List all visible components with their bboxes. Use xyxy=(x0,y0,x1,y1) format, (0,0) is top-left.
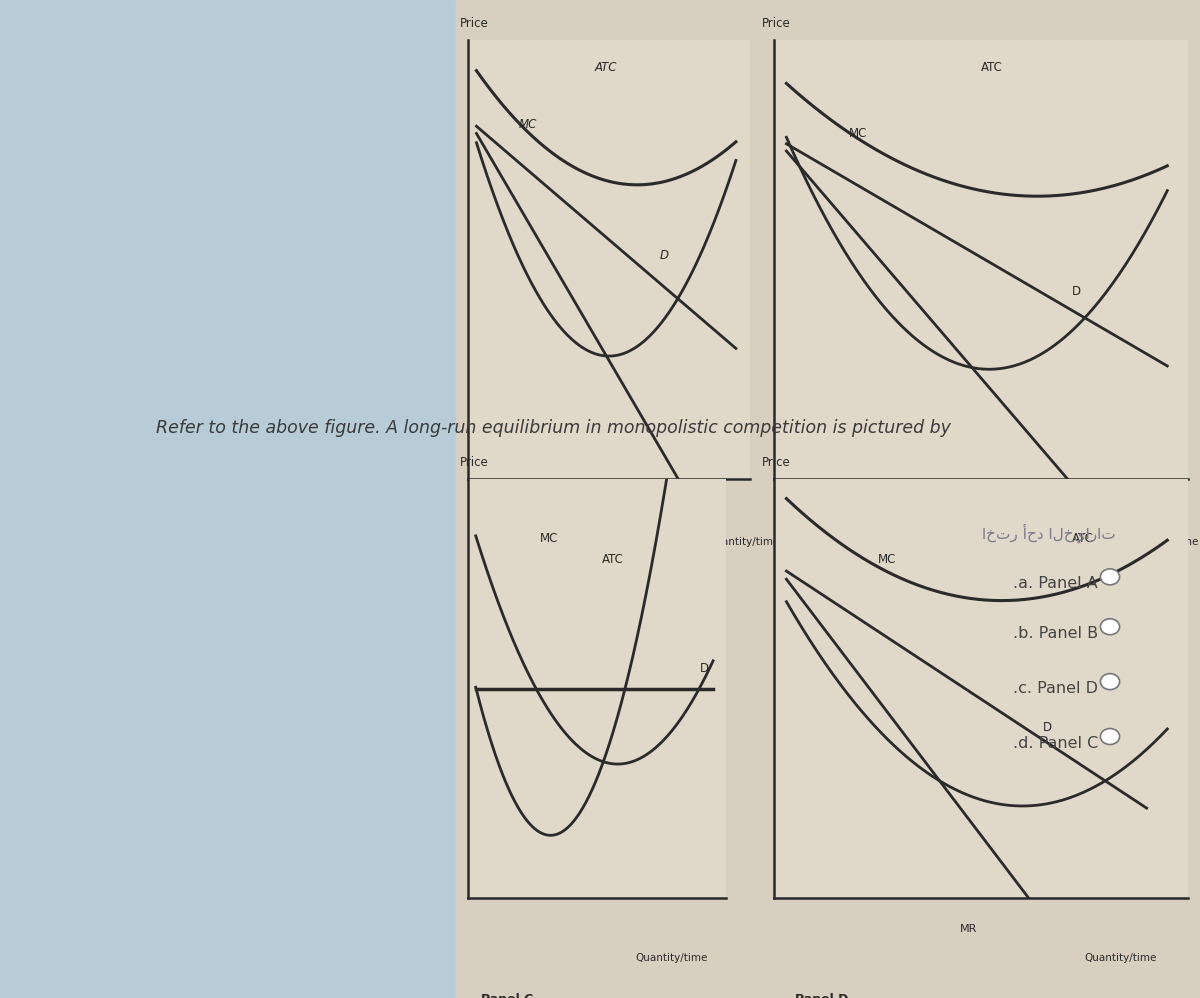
Text: MC: MC xyxy=(848,127,866,140)
Text: Panel A: Panel A xyxy=(482,579,535,592)
Text: ATC: ATC xyxy=(595,61,618,74)
Text: Panel D: Panel D xyxy=(794,993,848,998)
Text: Quantity/time: Quantity/time xyxy=(636,953,708,963)
Text: D: D xyxy=(1043,721,1052,734)
Text: MC: MC xyxy=(877,553,896,566)
Text: Price: Price xyxy=(461,456,490,469)
Text: .b. Panel B: .b. Panel B xyxy=(1013,626,1098,642)
Text: Refer to the above figure. A long-run equilibrium in monopolistic competition is: Refer to the above figure. A long-run eq… xyxy=(156,419,950,437)
Bar xyxy=(0,0,456,998)
Text: ATC: ATC xyxy=(1072,532,1094,545)
Text: MR: MR xyxy=(587,506,604,516)
Text: MC: MC xyxy=(518,118,538,131)
Text: اختر أحد الخيارات: اختر أحد الخيارات xyxy=(983,524,1116,543)
Text: Price: Price xyxy=(762,456,791,469)
Text: .c. Panel D: .c. Panel D xyxy=(1013,681,1098,697)
Text: MC: MC xyxy=(540,532,559,545)
Text: ATC: ATC xyxy=(982,61,1003,74)
Text: Panel C: Panel C xyxy=(481,993,533,998)
Text: .a. Panel A: .a. Panel A xyxy=(1013,576,1098,592)
Text: Quantity/time: Quantity/time xyxy=(1126,537,1199,547)
Text: Price: Price xyxy=(460,17,488,30)
Bar xyxy=(456,0,1200,998)
Text: Quantity/time: Quantity/time xyxy=(708,537,780,547)
Text: D: D xyxy=(701,662,709,675)
Text: MR: MR xyxy=(906,506,924,516)
Text: D: D xyxy=(660,250,668,262)
Text: Panel B: Panel B xyxy=(794,579,847,592)
Text: D: D xyxy=(1072,284,1081,297)
Text: .d. Panel C: .d. Panel C xyxy=(1013,736,1098,751)
Text: Quantity/time: Quantity/time xyxy=(1085,953,1157,963)
Text: Price: Price xyxy=(762,17,791,30)
Text: ATC: ATC xyxy=(602,553,624,566)
Text: MR: MR xyxy=(960,924,978,934)
